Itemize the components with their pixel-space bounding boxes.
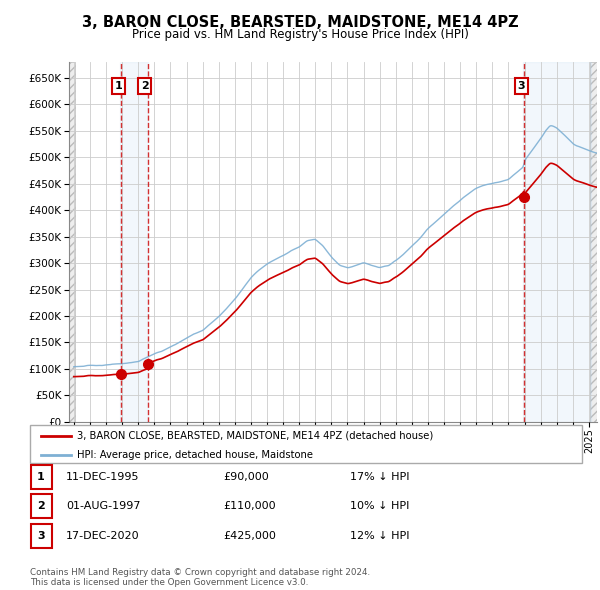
Text: 01-AUG-1997: 01-AUG-1997: [66, 502, 140, 511]
Text: Contains HM Land Registry data © Crown copyright and database right 2024.
This d: Contains HM Land Registry data © Crown c…: [30, 568, 370, 587]
Text: 3, BARON CLOSE, BEARSTED, MAIDSTONE, ME14 4PZ (detached house): 3, BARON CLOSE, BEARSTED, MAIDSTONE, ME1…: [77, 431, 433, 441]
Bar: [31, 524, 52, 548]
Text: 2: 2: [141, 81, 149, 91]
Text: HPI: Average price, detached house, Maidstone: HPI: Average price, detached house, Maid…: [77, 450, 313, 460]
Text: 3: 3: [517, 81, 525, 91]
Text: £90,000: £90,000: [223, 472, 269, 481]
Text: Price paid vs. HM Land Registry's House Price Index (HPI): Price paid vs. HM Land Registry's House …: [131, 28, 469, 41]
Bar: [31, 494, 52, 518]
Text: 1: 1: [37, 472, 45, 481]
Text: 3, BARON CLOSE, BEARSTED, MAIDSTONE, ME14 4PZ: 3, BARON CLOSE, BEARSTED, MAIDSTONE, ME1…: [82, 15, 518, 30]
Bar: [121, 62, 148, 422]
Text: 10% ↓ HPI: 10% ↓ HPI: [350, 502, 410, 511]
Text: 11-DEC-1995: 11-DEC-1995: [66, 472, 139, 481]
Text: 17-DEC-2020: 17-DEC-2020: [66, 531, 140, 540]
Text: 2: 2: [37, 502, 45, 511]
Text: 1: 1: [115, 81, 122, 91]
Text: 17% ↓ HPI: 17% ↓ HPI: [350, 472, 410, 481]
Bar: [523, 62, 590, 422]
Text: £425,000: £425,000: [223, 531, 276, 540]
Text: 12% ↓ HPI: 12% ↓ HPI: [350, 531, 410, 540]
Bar: [31, 465, 52, 489]
Text: 3: 3: [37, 531, 45, 540]
Text: £110,000: £110,000: [223, 502, 276, 511]
